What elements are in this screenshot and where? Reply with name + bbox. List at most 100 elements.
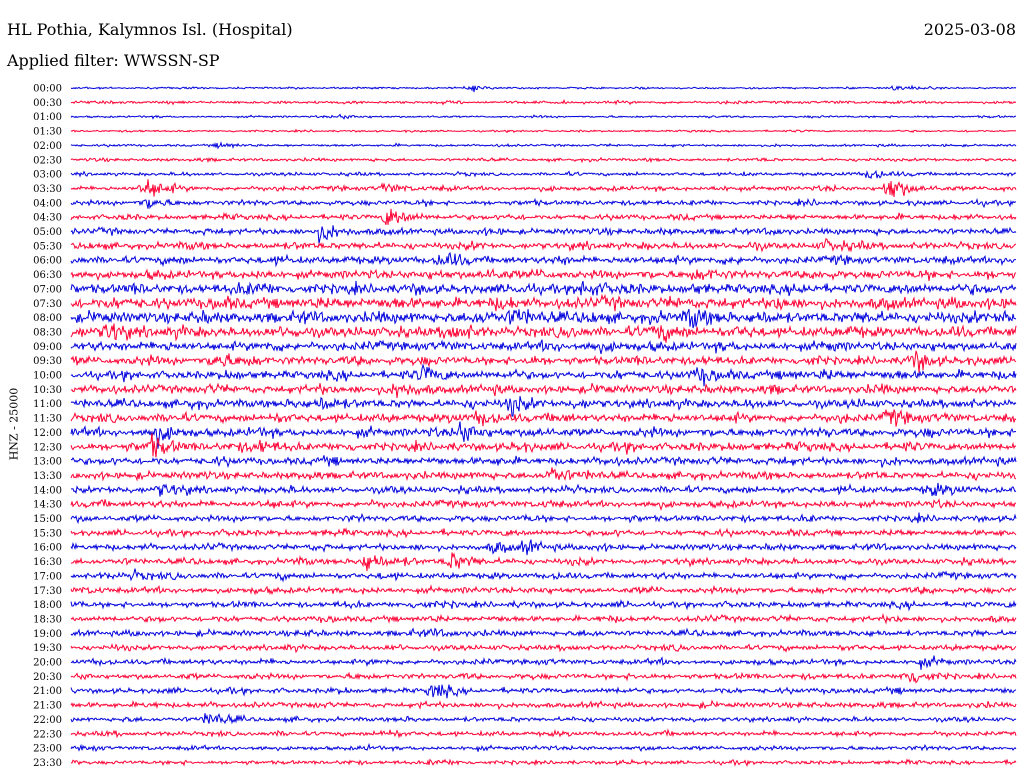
trace-0600 [70, 251, 1017, 268]
time-tick-label: 05:30 [33, 241, 62, 252]
time-tick-label: 11:30 [33, 414, 62, 425]
seismic-traces [70, 84, 1017, 767]
time-tick-label: 12:00 [33, 428, 62, 439]
trace-0700 [70, 280, 1017, 297]
trace-1430 [70, 498, 1017, 511]
time-tick-label: 07:00 [33, 284, 62, 295]
trace-2330 [70, 758, 1017, 767]
trace-1100 [70, 395, 1017, 417]
trace-0330 [70, 179, 1017, 197]
time-tick-label: 07:30 [33, 299, 62, 310]
trace-2000 [70, 655, 1017, 670]
time-tick-label: 22:00 [33, 715, 62, 726]
trace-0530 [70, 237, 1017, 253]
trace-2230 [70, 728, 1017, 739]
time-tick-label: 14:30 [33, 500, 62, 511]
trace-0230 [70, 156, 1017, 164]
date-label: 2025-03-08 [923, 20, 1016, 39]
time-tick-label: 08:30 [33, 327, 62, 338]
trace-2200 [70, 712, 1017, 725]
trace-0500 [70, 225, 1017, 244]
station-title: HL Pothia, Kalymnos Isl. (Hospital) [7, 20, 293, 39]
time-tick-label: 14:00 [33, 485, 62, 496]
trace-1500 [70, 512, 1017, 525]
time-tick-label: 21:00 [33, 686, 62, 697]
time-tick-label: 20:30 [33, 672, 62, 683]
trace-1300 [70, 455, 1017, 469]
trace-1800 [70, 598, 1017, 612]
trace-0000 [70, 84, 1017, 93]
time-tick-label: 16:00 [33, 543, 62, 554]
trace-0930 [70, 350, 1017, 373]
trace-0830 [70, 323, 1017, 343]
time-tick-label: 12:30 [33, 442, 62, 453]
time-tick-label: 19:30 [33, 643, 62, 654]
time-tick-label: 15:00 [33, 514, 62, 525]
trace-0900 [70, 339, 1017, 355]
trace-2130 [70, 699, 1017, 711]
time-tick-label: 01:30 [33, 127, 62, 138]
time-tick-label: 20:00 [33, 658, 62, 669]
time-tick-label: 05:00 [33, 227, 62, 238]
trace-1030 [70, 382, 1017, 398]
time-tick-label: 23:30 [33, 758, 62, 769]
trace-0630 [70, 267, 1017, 282]
trace-1730 [70, 584, 1017, 596]
time-tick-label: 19:00 [33, 629, 62, 640]
time-tick-label: 04:30 [33, 213, 62, 224]
trace-1900 [70, 627, 1017, 639]
trace-1400 [70, 482, 1017, 497]
time-tick-label: 00:00 [33, 84, 62, 95]
trace-2300 [70, 742, 1017, 753]
trace-0200 [70, 141, 1017, 150]
time-tick-label: 10:00 [33, 371, 62, 382]
trace-1600 [70, 539, 1017, 556]
time-tick-label: 18:00 [33, 600, 62, 611]
trace-1830 [70, 612, 1017, 625]
time-tick-label: 11:00 [33, 399, 62, 410]
trace-0130 [70, 128, 1017, 134]
trace-1000 [70, 363, 1017, 387]
trace-1130 [70, 409, 1017, 427]
time-tick-label: 03:30 [33, 184, 62, 195]
time-tick-label: 13:00 [33, 457, 62, 468]
time-tick-label: 04:00 [33, 198, 62, 209]
time-tick-label: 10:30 [33, 385, 62, 396]
time-tick-label: 17:00 [33, 571, 62, 582]
time-tick-labels: 00:00 00:30 01:00 01:30 02:00 02:30 03:00 03:30… [33, 84, 62, 769]
trace-1630 [70, 552, 1017, 572]
time-tick-label: 06:30 [33, 270, 62, 281]
time-tick-label: 13:30 [33, 471, 62, 482]
trace-0430 [70, 208, 1017, 225]
time-tick-label: 15:30 [33, 528, 62, 539]
time-tick-label: 23:00 [33, 744, 62, 755]
trace-2030 [70, 671, 1017, 684]
time-tick-label: 17:30 [33, 586, 62, 597]
trace-1700 [70, 568, 1017, 583]
time-tick-label: 18:30 [33, 614, 62, 625]
time-tick-label: 02:30 [33, 155, 62, 166]
trace-1530 [70, 527, 1017, 539]
time-tick-label: 08:00 [33, 313, 62, 324]
time-tick-label: 02:00 [33, 141, 62, 152]
time-tick-label: 00:30 [33, 98, 62, 109]
trace-0300 [70, 169, 1017, 180]
filter-label: Applied filter: WWSSN-SP [7, 51, 220, 70]
trace-1930 [70, 643, 1017, 654]
time-tick-label: 16:30 [33, 557, 62, 568]
time-tick-label: 01:00 [33, 112, 62, 123]
trace-1230 [70, 433, 1017, 458]
trace-1200 [70, 421, 1017, 449]
time-tick-label: 22:30 [33, 729, 62, 740]
trace-2100 [70, 684, 1017, 699]
time-tick-label: 21:30 [33, 701, 62, 712]
time-tick-label: 09:00 [33, 342, 62, 353]
trace-0800 [70, 308, 1017, 329]
time-tick-label: 09:30 [33, 356, 62, 367]
trace-1330 [70, 467, 1017, 482]
trace-0400 [70, 197, 1017, 210]
trace-0100 [70, 113, 1017, 120]
trace-0730 [70, 293, 1017, 312]
time-tick-label: 03:00 [33, 170, 62, 181]
